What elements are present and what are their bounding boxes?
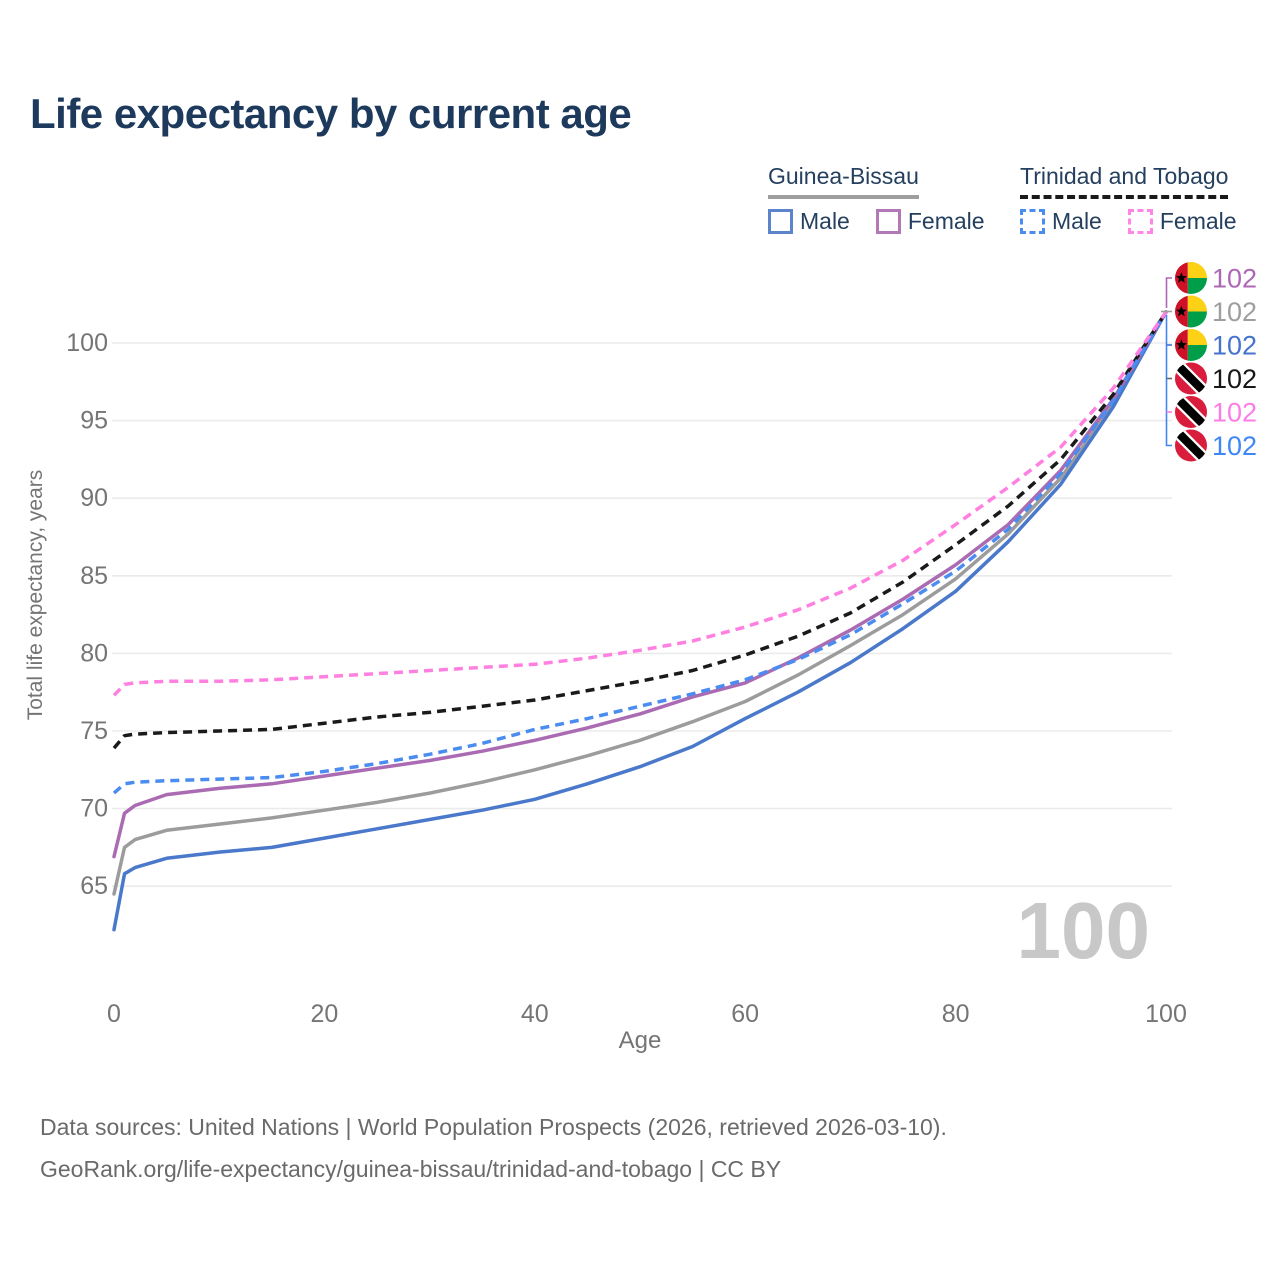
legend-items-guinea-bissau: Male Female (768, 208, 985, 235)
x-axis-title: Age (619, 1027, 662, 1054)
trinidad-and-tobago-flag-icon (1175, 429, 1207, 462)
y-tick-label-70: 70 (80, 795, 108, 823)
legend-item-label: Male (1052, 208, 1102, 234)
chart-footer: Data sources: United Nations | World Pop… (40, 1106, 947, 1190)
series-line-guinea-bissau-female[interactable] (112, 310, 1168, 859)
y-tick-label-65: 65 (80, 872, 108, 900)
end-value-label-trinidad-and-tobago-female: 102 (1212, 398, 1257, 428)
legend-group-trinidad-and-tobago: Trinidad and Tobago Male Female (1020, 163, 1237, 235)
legend-items-trinidad-and-tobago: Male Female (1020, 208, 1237, 235)
x-tick-label-80: 80 (942, 1000, 970, 1028)
x-tick-label-20: 20 (310, 1000, 338, 1028)
y-tick-label-95: 95 (80, 407, 108, 435)
guinea-bissau-flag-icon (1175, 262, 1207, 294)
x-tick-label-100: 100 (1145, 1000, 1187, 1028)
guinea-bissau-male-swatch (768, 209, 793, 234)
legend-item-guinea-bissau-female[interactable]: Female (875, 208, 985, 235)
y-tick-label-100: 100 (66, 329, 108, 357)
data-sources-line: Data sources: United Nations | World Pop… (40, 1114, 947, 1140)
legend-item-trinidad-and-tobago-male[interactable]: Male (1020, 208, 1102, 235)
legend-group-title-trinidad-and-tobago: Trinidad and Tobago (1020, 163, 1229, 199)
series-line-guinea-bissau-both-sexes[interactable] (112, 310, 1168, 896)
guinea-bissau-flag-icon (1175, 329, 1207, 361)
current-age-watermark: 100 (1017, 886, 1150, 975)
x-tick-label-0: 0 (107, 1000, 121, 1028)
end-value-label-trinidad-and-tobago-both-sexes: 102 (1212, 364, 1257, 394)
y-tick-label-90: 90 (80, 484, 108, 512)
y-axis-title: Total life expectancy, years (24, 470, 47, 721)
legend-item-label: Female (907, 208, 985, 234)
page-title: Life expectancy by current age (30, 90, 632, 137)
trinidad-and-tobago-flag-icon (1175, 396, 1207, 428)
legend-group-guinea-bissau: Guinea-Bissau Male Female (768, 163, 985, 235)
end-value-label-guinea-bissau-both-sexes: 102 (1212, 297, 1257, 327)
end-value-label-guinea-bissau-female: 102 (1212, 264, 1257, 294)
series-line-trinidad-and-tobago-both-sexes[interactable] (112, 311, 1168, 750)
y-tick-label-75: 75 (80, 717, 108, 745)
leader-trinidad-and-tobago-male (1165, 315, 1172, 447)
leader-guinea-bissau-female (1165, 277, 1172, 308)
series-line-guinea-bissau-male[interactable] (112, 310, 1168, 932)
legend-item-label: Female (1159, 208, 1237, 234)
legend-group-title-guinea-bissau: Guinea-Bissau (768, 163, 919, 199)
legend-item-guinea-bissau-male[interactable]: Male (768, 208, 850, 235)
legend-item-trinidad-and-tobago-female[interactable]: Female (1127, 208, 1237, 235)
series-line-trinidad-and-tobago-male[interactable] (112, 311, 1168, 795)
guinea-bissau-female-swatch (875, 209, 901, 234)
trinidad-and-tobago-male-swatch (1020, 209, 1045, 234)
series-line-trinidad-and-tobago-female[interactable] (112, 311, 1168, 697)
x-tick-label-40: 40 (521, 1000, 549, 1028)
end-value-label-trinidad-and-tobago-male: 102 (1212, 431, 1257, 461)
y-tick-label-85: 85 (80, 562, 108, 590)
trinidad-and-tobago-female-swatch (1127, 209, 1153, 234)
end-value-label-guinea-bissau-male: 102 (1212, 331, 1257, 361)
x-tick-label-60: 60 (731, 1000, 759, 1028)
guinea-bissau-flag-icon (1175, 295, 1207, 328)
attribution-line: GeoRank.org/life-expectancy/guinea-bissa… (40, 1156, 782, 1182)
trinidad-and-tobago-flag-icon (1175, 362, 1207, 395)
legend-item-label: Male (800, 208, 850, 234)
y-tick-label-80: 80 (80, 639, 108, 667)
